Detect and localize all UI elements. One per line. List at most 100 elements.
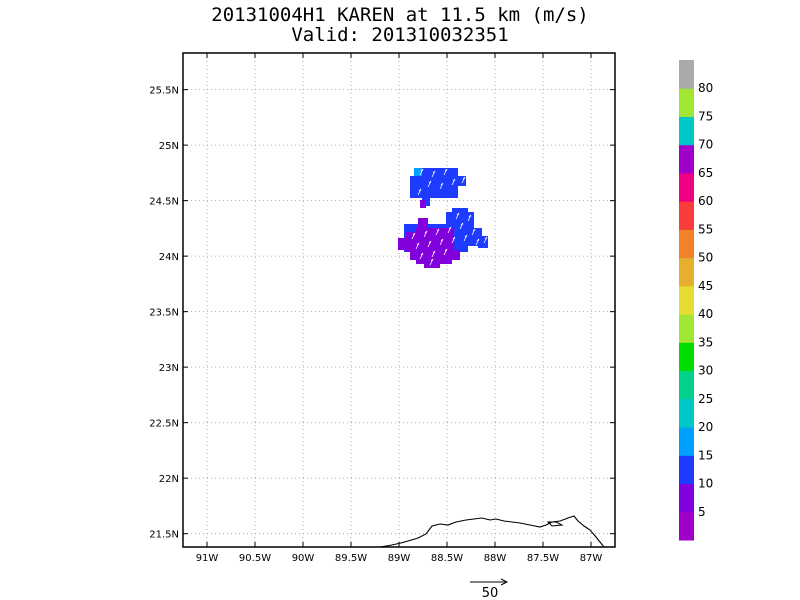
- colorbar-swatch: [679, 144, 694, 174]
- wind-cell: [478, 236, 488, 248]
- colorbar-label: 60: [698, 194, 713, 208]
- colorbar-label: 5: [698, 505, 706, 519]
- colorbar-label: 80: [698, 81, 713, 95]
- lon-tick-label: 88W: [484, 553, 507, 564]
- colorbar: 5 10 15 20 25 30 35 40 45 50 55 60 65 70 75 80: [679, 60, 713, 541]
- colorbar-label: 40: [698, 307, 713, 321]
- plot-area: [183, 53, 615, 547]
- wind-vector: [463, 234, 468, 242]
- colorbar-swatch: [679, 342, 694, 372]
- wind-vector: [419, 252, 424, 260]
- wind-vector: [427, 240, 432, 248]
- wind-field: [398, 168, 488, 268]
- colorbar-swatch: [679, 257, 694, 287]
- wind-cell: [404, 224, 416, 232]
- colorbar-label: 25: [698, 392, 713, 406]
- wind-vector: [429, 258, 434, 266]
- lon-tick-label: 88.5W: [431, 553, 463, 564]
- reference-vector: 50: [470, 578, 509, 600]
- lon-tick-label: 87.5W: [527, 553, 559, 564]
- colorbar-label: 55: [698, 222, 713, 236]
- lat-tick-label: 25N: [159, 141, 179, 152]
- wind-cell: [424, 262, 440, 268]
- reference-vector-label: 50: [482, 586, 499, 600]
- colorbar-swatch: [679, 60, 694, 89]
- wind-cell: [416, 258, 452, 264]
- lat-tick-label: 23N: [159, 363, 179, 374]
- colorbar-swatch: [679, 455, 694, 485]
- wind-cell: [410, 250, 460, 260]
- wind-vector: [417, 188, 422, 196]
- wind-cell: [456, 176, 466, 186]
- wind-vector: [415, 242, 420, 250]
- colorbar-label: 70: [698, 138, 713, 152]
- colorbar-swatch: [679, 483, 694, 513]
- wind-cluster-south: [398, 208, 488, 268]
- colorbar-label: 35: [698, 335, 713, 349]
- wind-vector: [419, 168, 424, 176]
- lat-tick-label: 22N: [159, 474, 179, 485]
- colorbar-swatch: [679, 370, 694, 400]
- lat-tick-label: 24N: [159, 252, 179, 263]
- wind-vector: [427, 180, 432, 188]
- colorbar-swatch: [679, 511, 694, 541]
- map-title: 20131004H1 KAREN at 11.5 km (m/s): [211, 4, 589, 26]
- wind-vector: [475, 238, 480, 246]
- wind-cell: [410, 176, 422, 198]
- reference-arrowhead: [500, 578, 509, 586]
- wind-vector: [443, 248, 448, 256]
- colorbar-label: 10: [698, 477, 713, 491]
- wind-vectors: [411, 168, 488, 266]
- colorbar-swatch: [679, 314, 694, 343]
- wind-cell: [414, 168, 422, 176]
- colorbar-label: 45: [698, 279, 713, 293]
- colorbar-swatch: [679, 398, 694, 428]
- lon-tick-label: 87W: [580, 553, 603, 564]
- lon-tick-label: 90.5W: [239, 553, 271, 564]
- colorbar-label: 15: [698, 448, 713, 462]
- wind-vector: [451, 236, 456, 244]
- colorbar-label: 20: [698, 420, 713, 434]
- colorbar-swatch: [679, 285, 694, 315]
- lon-tick-label: 89W: [388, 553, 411, 564]
- lon-tick-label: 91W: [196, 553, 219, 564]
- axis-ticks: 91W 90.5W 90W 89.5W 89W 88.5W 88W 87.5W 87W 21.5N…: [149, 53, 615, 564]
- wind-vector: [451, 178, 456, 186]
- lon-tick-label: 89.5W: [335, 553, 367, 564]
- lon-tick-label: 90W: [292, 553, 315, 564]
- lat-tick-label: 23.5N: [149, 308, 179, 319]
- lat-tick-label: 24.5N: [149, 197, 179, 208]
- wind-vector: [423, 230, 428, 238]
- wind-vector: [443, 168, 448, 176]
- colorbar-label: 50: [698, 251, 713, 265]
- wind-vector: [455, 212, 460, 220]
- wind-vector: [483, 236, 488, 244]
- wind-vector: [471, 228, 476, 236]
- wind-vector: [439, 182, 444, 190]
- wind-vector: [459, 222, 464, 230]
- colorbar-label: 30: [698, 364, 713, 378]
- valid-time: Valid: 201310032351: [291, 24, 509, 46]
- wind-cell: [398, 238, 410, 250]
- wind-vector: [461, 176, 466, 184]
- wind-vector: [467, 214, 472, 222]
- colorbar-swatch: [679, 88, 694, 117]
- colorbar-label: 65: [698, 166, 713, 180]
- coastline: [379, 515, 605, 548]
- lat-tick-label: 25.5N: [149, 86, 179, 97]
- wind-vector: [431, 250, 436, 258]
- colorbar-swatch: [679, 427, 694, 456]
- wind-cell: [446, 212, 474, 228]
- colorbar-swatch: [679, 172, 694, 202]
- gridlines: [183, 53, 615, 547]
- wind-vector: [435, 228, 440, 236]
- wind-cell: [418, 218, 428, 228]
- wind-cell: [452, 208, 468, 214]
- wind-cell: [420, 200, 426, 208]
- colorbar-swatch: [679, 229, 694, 259]
- wind-vector: [439, 238, 444, 246]
- wind-vector: [431, 170, 436, 178]
- colorbar-swatch: [679, 201, 694, 230]
- coastline-island: [546, 521, 564, 527]
